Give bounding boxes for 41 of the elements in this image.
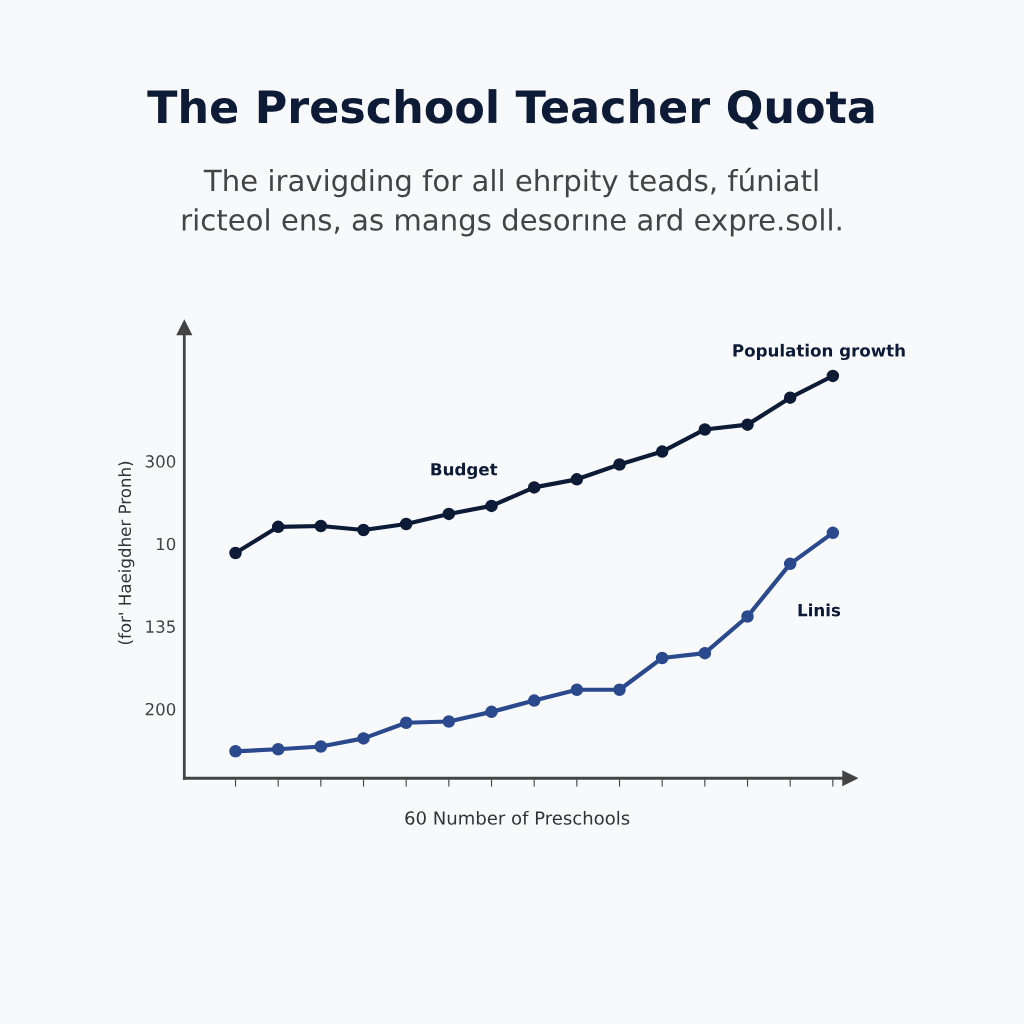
x-axis-title: 60 Number of Preschools [405,810,630,825]
point [527,694,541,707]
y-axis-title: (for' Haeigdher Pronh) [118,461,135,645]
text: 300 [145,455,176,468]
point [783,557,797,571]
point [698,646,712,660]
point [229,745,242,758]
point [613,458,626,471]
point [357,523,370,537]
annotation: Budget [431,462,498,479]
point [613,683,626,696]
point [357,732,370,745]
point [485,499,498,513]
point [442,507,456,521]
point [485,705,498,719]
point [314,740,328,753]
point [399,517,413,531]
point [570,683,584,696]
point [527,481,541,494]
text: 10 [156,537,176,551]
text: 135 [146,620,175,633]
text: 200 [145,702,176,716]
point [655,651,669,665]
series-label: Population growth [733,343,905,361]
point [783,391,797,404]
point [655,445,669,458]
point [442,715,456,728]
point [314,519,328,533]
point [826,369,840,383]
chart-subtitle: The iravigding for all ehrpity teads, fúniatl ricteol ens, as mangs desorıne ard expre.soll. [182,167,841,237]
point [570,473,584,486]
point [271,520,285,534]
point [698,423,712,436]
point [271,743,285,756]
point [741,610,754,623]
point [741,418,754,431]
point [399,716,413,729]
point [229,546,242,560]
series-label: Linis [798,603,841,617]
chart-title: The Preschool Teacher Quota [147,89,874,130]
point [826,526,840,540]
